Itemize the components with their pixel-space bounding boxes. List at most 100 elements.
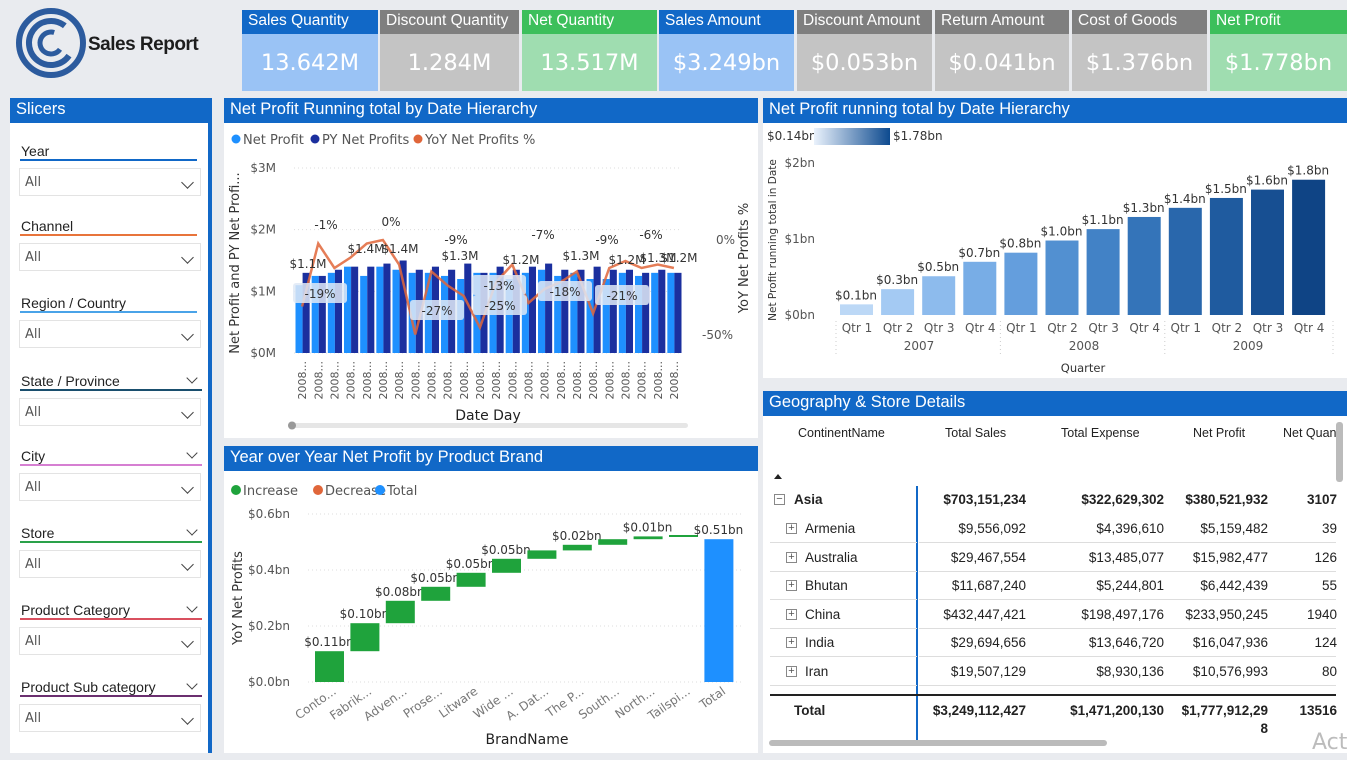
bar-data-label: $0.3bn	[876, 273, 918, 287]
row-divider	[919, 599, 1336, 601]
expand-icon[interactable]: +	[786, 608, 797, 620]
legend-label: Net Profit	[243, 133, 304, 148]
vertical-scrollbar[interactable]	[1336, 422, 1343, 482]
slicer-value: All	[25, 327, 42, 342]
y2-tick: 0%	[716, 233, 735, 247]
bar-data-label: $1.5bn	[1205, 182, 1247, 196]
pct-box	[538, 281, 592, 301]
bar-data-label: $0.5bn	[917, 260, 959, 274]
table-row[interactable]: + India $29,694,656 $13,646,720 $16,047,936 1…	[770, 629, 1337, 657]
cell-value: $10,576,993	[1192, 664, 1268, 679]
bar-net-profit	[311, 275, 319, 353]
column-header[interactable]: Total Expense	[1061, 426, 1140, 440]
chevron-down-icon	[181, 712, 194, 725]
slicer-dropdown[interactable]: All	[19, 473, 201, 501]
x-tick: 2008...	[377, 361, 390, 399]
bar-net-profit	[554, 275, 562, 353]
slicer-label: Product Category	[21, 602, 130, 618]
pct-data-label: -6%	[639, 228, 662, 242]
column-header[interactable]: ContinentName	[798, 426, 885, 440]
expand-icon[interactable]: +	[786, 523, 797, 534]
slicer-dropdown[interactable]: All	[19, 168, 201, 196]
cell-value: $1,471,200,130	[1070, 703, 1164, 718]
table-row[interactable]: + Bhutan $11,687,240 $5,244,801 $6,442,439 55	[770, 572, 1337, 600]
x-tick: 2008...	[458, 361, 471, 399]
cell-value: $8,930,136	[1096, 664, 1164, 679]
bar-data-label: $0.05bn	[446, 557, 496, 571]
table-row[interactable]: + Armenia $9,556,092 $4,396,610 $5,159,482 39	[770, 515, 1337, 543]
scrollbar-track[interactable]	[288, 423, 688, 428]
net-profit-quarter-chart: Net Profit running total by Date Hierarc…	[763, 98, 1347, 378]
bar-py-net-profit	[399, 260, 407, 353]
bar	[1086, 229, 1120, 315]
bar-py-net-profit	[351, 266, 359, 353]
slicer-value: All	[25, 405, 42, 420]
slicer-dropdown[interactable]: All	[19, 704, 201, 732]
pct-box-label: -19%	[304, 287, 335, 301]
x-tick: 2008...	[361, 361, 374, 399]
slicer-collapse-icon[interactable]	[186, 601, 198, 613]
bar-increase	[598, 539, 628, 545]
bar-py-net-profit	[302, 272, 310, 353]
y-tick: $0bn	[785, 308, 816, 322]
horizontal-scrollbar[interactable]	[769, 740, 1107, 746]
pct-data-label: -1%	[314, 218, 337, 232]
bar-data-label: $1.3M	[562, 249, 599, 263]
pct-data-label: -7%	[531, 228, 554, 242]
cell-value: $3,249,112,427	[932, 703, 1026, 718]
table-group-row[interactable]: − Asia $703,151,234 $322,629,302 $380,521,93…	[770, 486, 1337, 514]
cell-value: 124	[1314, 635, 1337, 651]
cell-value: 13516	[1299, 703, 1337, 718]
kpi-card: Discount Amount $0.053bn	[797, 10, 932, 91]
column-header[interactable]: Total Sales	[945, 426, 1007, 440]
expand-icon[interactable]: +	[786, 551, 797, 563]
column-header[interactable]: Net Profit	[1193, 426, 1246, 440]
bar-data-label: $1.4M	[381, 242, 418, 256]
y-tick: $0.4bn	[248, 563, 290, 577]
slicer-dropdown[interactable]: All	[19, 243, 201, 271]
slicer-dropdown[interactable]: All	[19, 398, 201, 426]
slicer-dropdown[interactable]: All	[19, 320, 201, 348]
cell-value: $13,485,077	[1088, 549, 1164, 565]
x-tick: 2008...	[474, 361, 487, 399]
slicer-collapse-icon[interactable]	[186, 678, 198, 690]
legend-min: $0.14bn	[767, 129, 817, 143]
kpi-card: Net Quantity 13.517M	[522, 10, 657, 91]
bar-py-net-profit	[609, 269, 617, 353]
bar	[1209, 197, 1243, 315]
bar-data-label: $1.3bn	[1123, 201, 1165, 215]
slicer-value: All	[25, 250, 42, 265]
slicer-collapse-icon[interactable]	[186, 524, 198, 536]
yoy-brand-chart: Year over Year Net Profit by Product Bra…	[224, 446, 758, 753]
slicer-label: Channel	[21, 218, 74, 234]
x-tick: 2008...	[555, 361, 568, 399]
sort-arrow-icon	[774, 474, 782, 479]
bar-data-label: $0.02bn	[552, 529, 602, 543]
expand-icon[interactable]: +	[786, 637, 797, 649]
cell-value: $15,982,477	[1192, 549, 1268, 565]
table-row[interactable]: + Australia $29,467,554 $13,485,077 $15,982,…	[770, 544, 1337, 572]
bar	[1251, 189, 1284, 315]
column-header[interactable]: Net Quan	[1283, 426, 1337, 440]
slicer-collapse-icon[interactable]	[186, 447, 198, 459]
pct-box-label: -18%	[549, 285, 580, 299]
slicer-collapse-icon[interactable]	[186, 372, 198, 384]
scrollbar-handle[interactable]	[288, 421, 296, 430]
table-row[interactable]: + Iran $19,507,129 $8,930,136 $10,576,993 80	[770, 658, 1337, 686]
pct-box	[293, 283, 347, 303]
y2-tick: -50%	[702, 328, 733, 342]
slicer-dropdown[interactable]: All	[19, 627, 201, 655]
table-group-row[interactable]: Total $3,249,112,427 $1,471,200,130 $1,777,…	[770, 697, 1337, 736]
kpi-card: Return Amount $0.041bn	[935, 10, 1069, 91]
expand-icon[interactable]: +	[786, 666, 797, 677]
bar	[1127, 216, 1161, 315]
expand-icon[interactable]: +	[786, 580, 797, 592]
x-tick: Qtr 4	[1294, 321, 1325, 335]
collapse-icon[interactable]: −	[774, 494, 785, 505]
y-axis-label: Net Profit running total in Date	[767, 159, 779, 321]
table-row[interactable]: + China $432,447,421 $198,497,176 $233,950,2…	[770, 601, 1337, 629]
logo-icon	[16, 8, 86, 78]
page-title: Sales Report	[88, 34, 199, 55]
slicer-label: City	[21, 448, 46, 464]
slicer-dropdown[interactable]: All	[19, 550, 201, 578]
